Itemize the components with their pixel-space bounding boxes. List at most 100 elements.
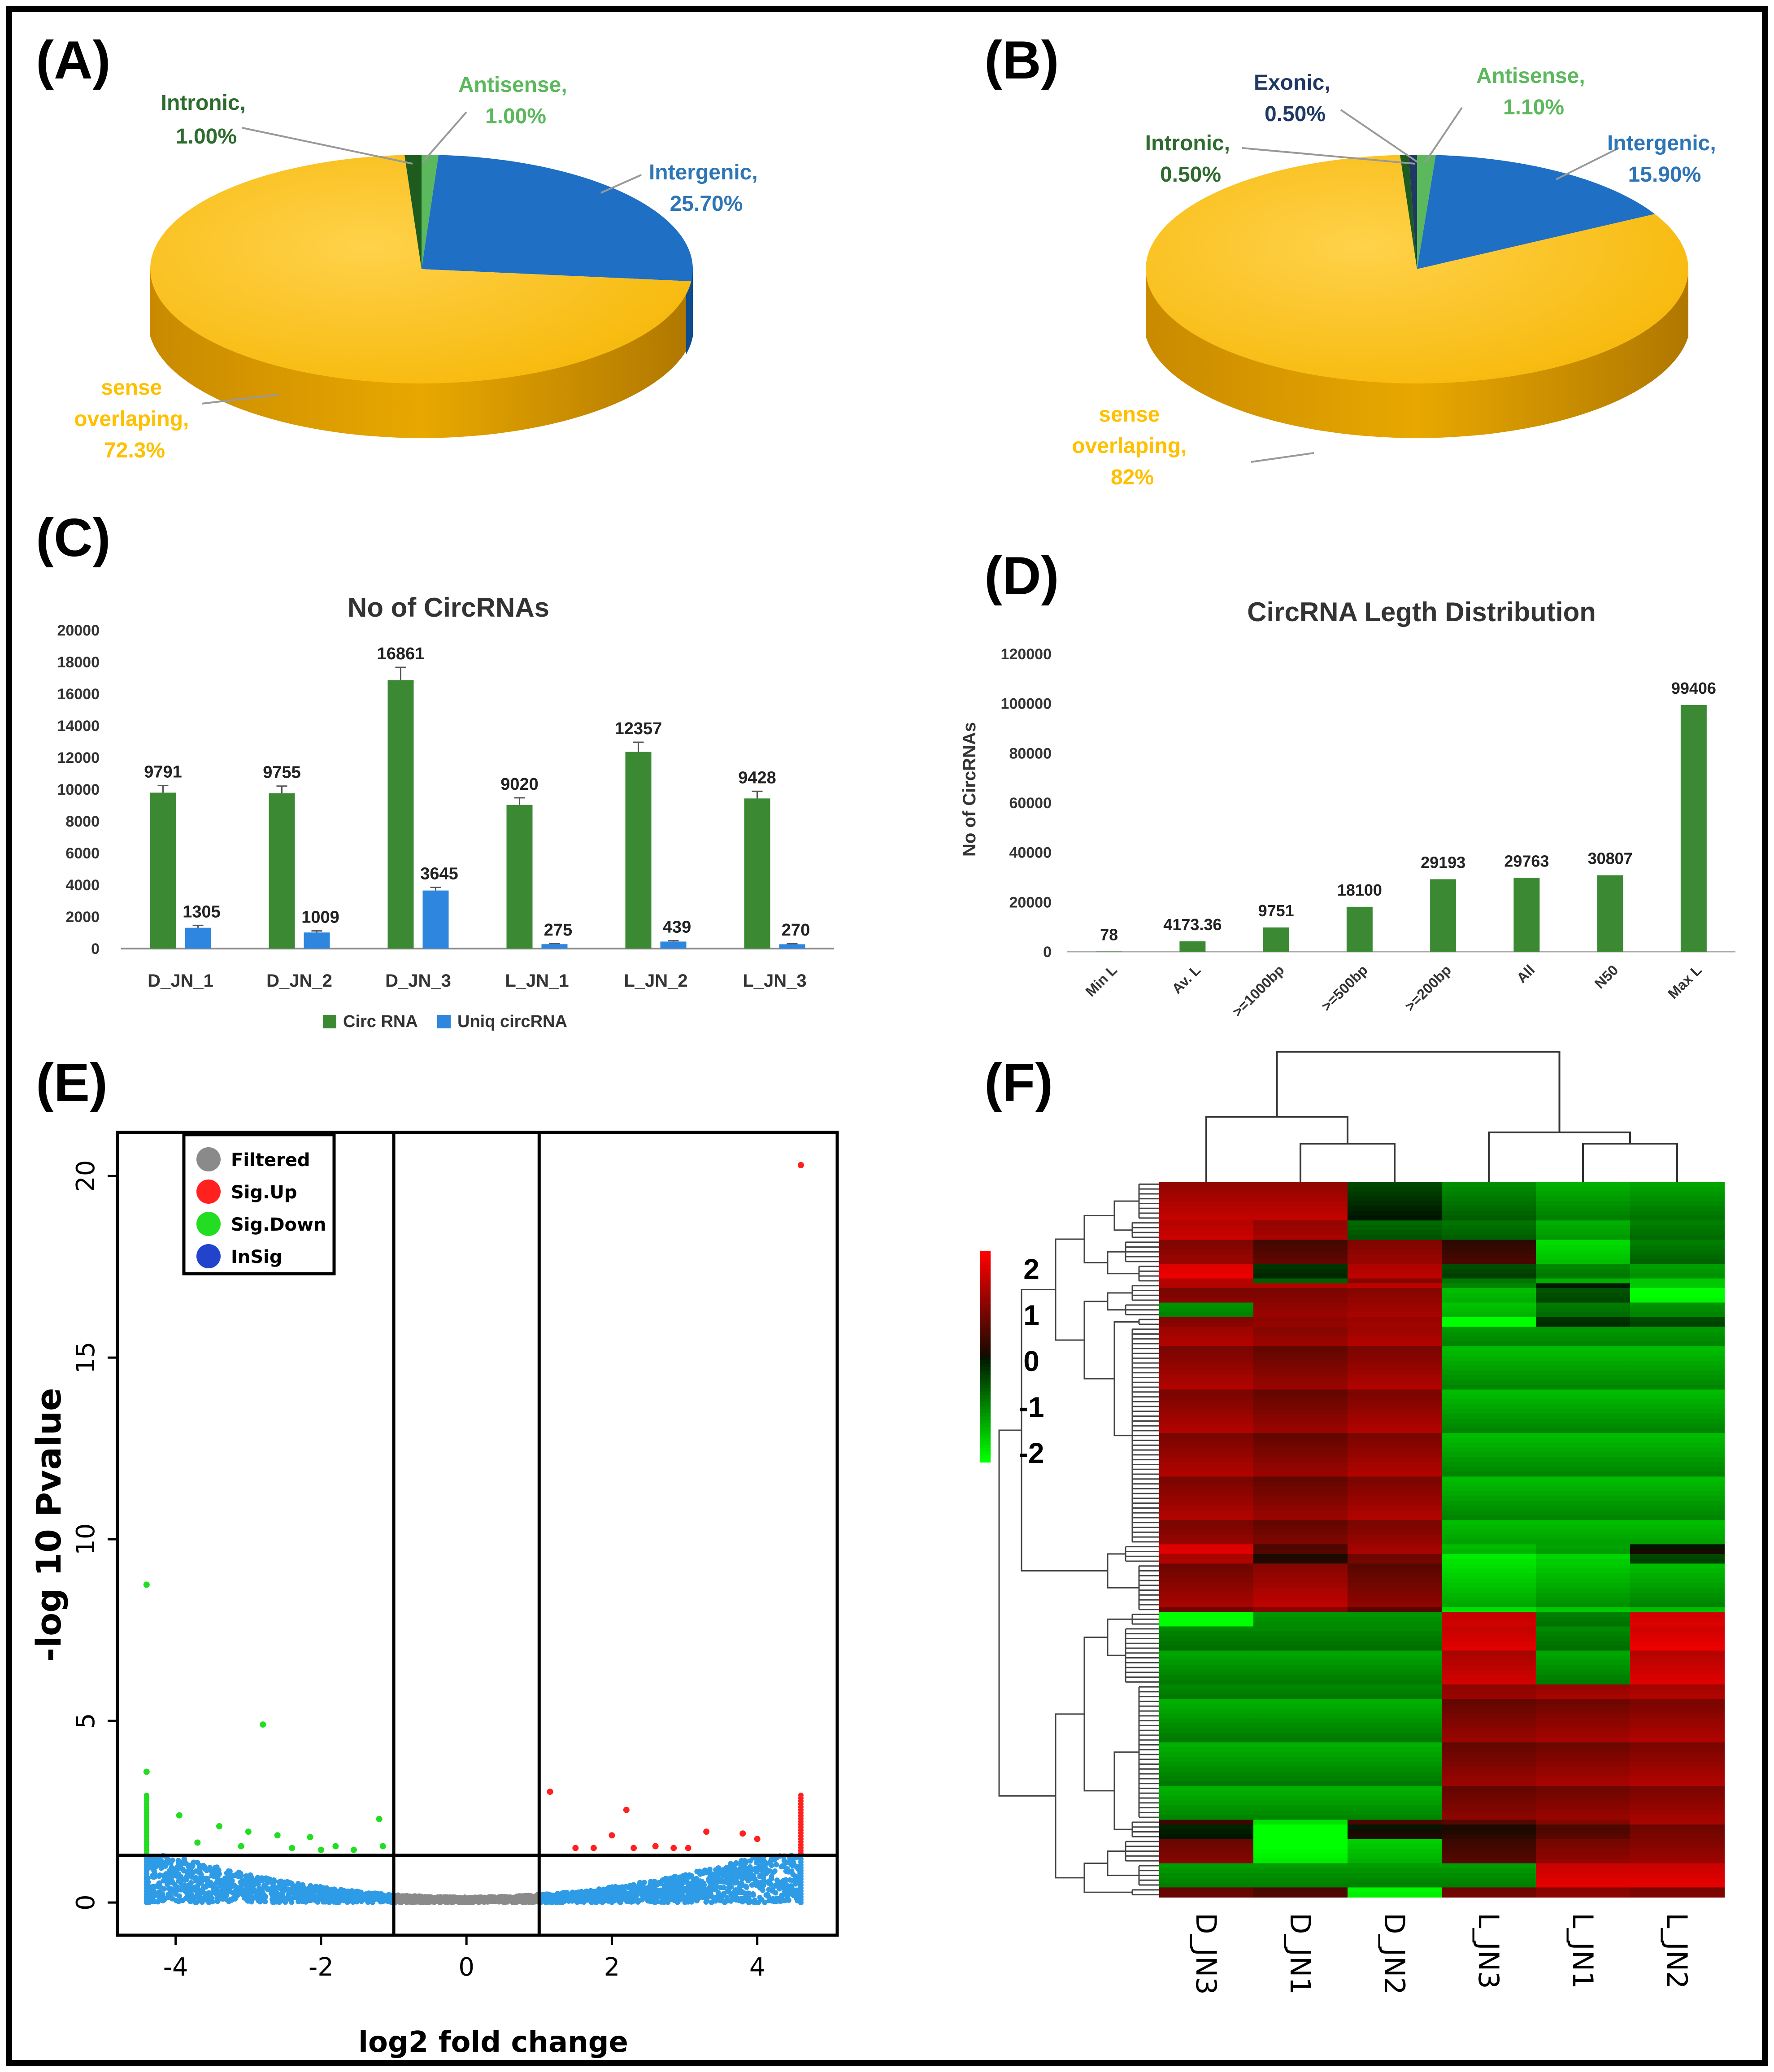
heatmap-cell	[1253, 1781, 1348, 1787]
heatmap-cell	[1348, 1419, 1442, 1424]
bar-value-label: 16861	[377, 644, 425, 663]
heatmap-cell	[1159, 1732, 1254, 1738]
heatmap-cell	[1159, 1631, 1254, 1637]
point-insig	[188, 1874, 194, 1880]
heatmap-cell	[1253, 1201, 1348, 1206]
point-insig	[243, 1888, 249, 1894]
heatmap-cell	[1536, 1486, 1631, 1492]
heatmap-cell	[1348, 1288, 1442, 1293]
heatmap-cell	[1348, 1355, 1442, 1361]
heatmap-cell	[1348, 1351, 1442, 1356]
heatmap-cell	[1348, 1810, 1442, 1815]
point-filtered	[420, 1896, 426, 1902]
heatmap-cell	[1159, 1414, 1254, 1419]
point-insig	[693, 1894, 699, 1900]
color-scale-step	[980, 1279, 991, 1284]
heatmap-cell	[1630, 1790, 1725, 1796]
heatmap-cell	[1536, 1568, 1631, 1574]
point-insig	[756, 1899, 761, 1905]
heatmap-cell	[1630, 1360, 1725, 1366]
heatmap-cell	[1630, 1781, 1725, 1787]
chart-c-axes: 0 2000 4000 6000 8000 10000 12000 14000 16000 180…	[57, 622, 834, 991]
point-sig-down	[143, 1768, 150, 1775]
point-insig	[543, 1899, 549, 1905]
heatmap-cell	[1536, 1215, 1631, 1221]
color-scale-step	[980, 1367, 991, 1371]
heatmap-cell	[1630, 1428, 1725, 1434]
heatmap-cell	[1253, 1680, 1348, 1685]
point-insig	[182, 1857, 187, 1863]
heatmap-cell	[1348, 1800, 1442, 1806]
pie-a-leader-intronic	[242, 127, 413, 165]
volcano-xlabel: log2 fold change	[358, 2026, 628, 2059]
point-insig	[281, 1888, 287, 1894]
heatmap-cell	[1348, 1225, 1442, 1231]
bar-circ-D_JN_1	[150, 792, 176, 949]
color-scale-step	[980, 1441, 991, 1445]
point-filtered	[485, 1899, 491, 1905]
heatmap-cell	[1348, 1887, 1442, 1893]
heatmap-cell	[1348, 1240, 1442, 1245]
point-insig	[256, 1880, 261, 1885]
heatmap-cell	[1630, 1230, 1725, 1236]
heatmap-cell	[1159, 1689, 1254, 1695]
bar-chart-d: CircRNA Legth Distribution No of CircRNA…	[960, 597, 1735, 1020]
heatmap-cell	[1159, 1327, 1254, 1332]
heatmap-cell	[1536, 1481, 1631, 1487]
heatmap-cell	[1348, 1264, 1442, 1269]
heatmap-cell	[1253, 1288, 1348, 1293]
color-scale-step	[980, 1399, 991, 1403]
heatmap-cell	[1630, 1302, 1725, 1308]
heatmap-cell	[1442, 1307, 1536, 1313]
heatmap-cell	[1253, 1529, 1348, 1535]
heatmap-cell	[1442, 1346, 1536, 1352]
point-insig	[758, 1858, 764, 1864]
point-insig	[774, 1895, 780, 1901]
bar-value-label: 4173.36	[1163, 915, 1222, 934]
heatmap-cell	[1348, 1834, 1442, 1840]
heatmap-cell	[1442, 1355, 1536, 1361]
heatmap-cell	[1442, 1747, 1536, 1753]
heatmap-cell	[1442, 1641, 1536, 1646]
pie-slice-antisense	[1417, 155, 1436, 269]
heatmap-cell	[1630, 1201, 1725, 1206]
heatmap-cell	[1159, 1771, 1254, 1777]
point-insig	[271, 1888, 277, 1894]
heatmap-cell	[1253, 1365, 1348, 1371]
heatmap-cell	[1536, 1471, 1631, 1477]
heatmap-cell	[1253, 1462, 1348, 1467]
heatmap-cell	[1442, 1264, 1536, 1269]
color-scale-step	[980, 1374, 991, 1378]
heatmap-cell	[1348, 1467, 1442, 1472]
heatmap-cell	[1536, 1496, 1631, 1502]
heatmap-cell	[1159, 1457, 1254, 1463]
heatmap-cell	[1159, 1186, 1254, 1192]
heatmap-cell	[1442, 1438, 1536, 1443]
point-insig	[326, 1898, 332, 1904]
heatmap-cell	[1630, 1650, 1725, 1656]
heatmap-cell	[1630, 1887, 1725, 1893]
heatmap-cell	[1630, 1839, 1725, 1845]
bar-value-label: 1009	[301, 908, 339, 927]
heatmap-cell	[1536, 1438, 1631, 1443]
point-insig	[760, 1887, 765, 1893]
pie-slice-intronic	[404, 155, 422, 269]
heatmap-cell	[1442, 1612, 1536, 1617]
dendrogram-branch	[1107, 1850, 1139, 1876]
heatmap-cell	[1253, 1501, 1348, 1506]
point-insig	[226, 1872, 232, 1878]
heatmap-cell	[1536, 1544, 1631, 1550]
point-insig	[744, 1873, 750, 1879]
heatmap-cell	[1253, 1815, 1348, 1820]
heatmap-cell	[1442, 1737, 1536, 1743]
pie-b-label-sense: sense overlaping, 82%	[1072, 403, 1192, 489]
point-insig	[753, 1882, 759, 1888]
heatmap-cell	[1536, 1433, 1631, 1439]
heatmap-cell	[1159, 1365, 1254, 1371]
heatmap-cell	[1159, 1471, 1254, 1477]
point-insig	[683, 1899, 688, 1905]
heatmap-cell	[1630, 1829, 1725, 1835]
heatmap-cell	[1253, 1399, 1348, 1405]
dendrogram-branch	[1021, 1288, 1108, 1572]
point-insig	[150, 1874, 156, 1880]
